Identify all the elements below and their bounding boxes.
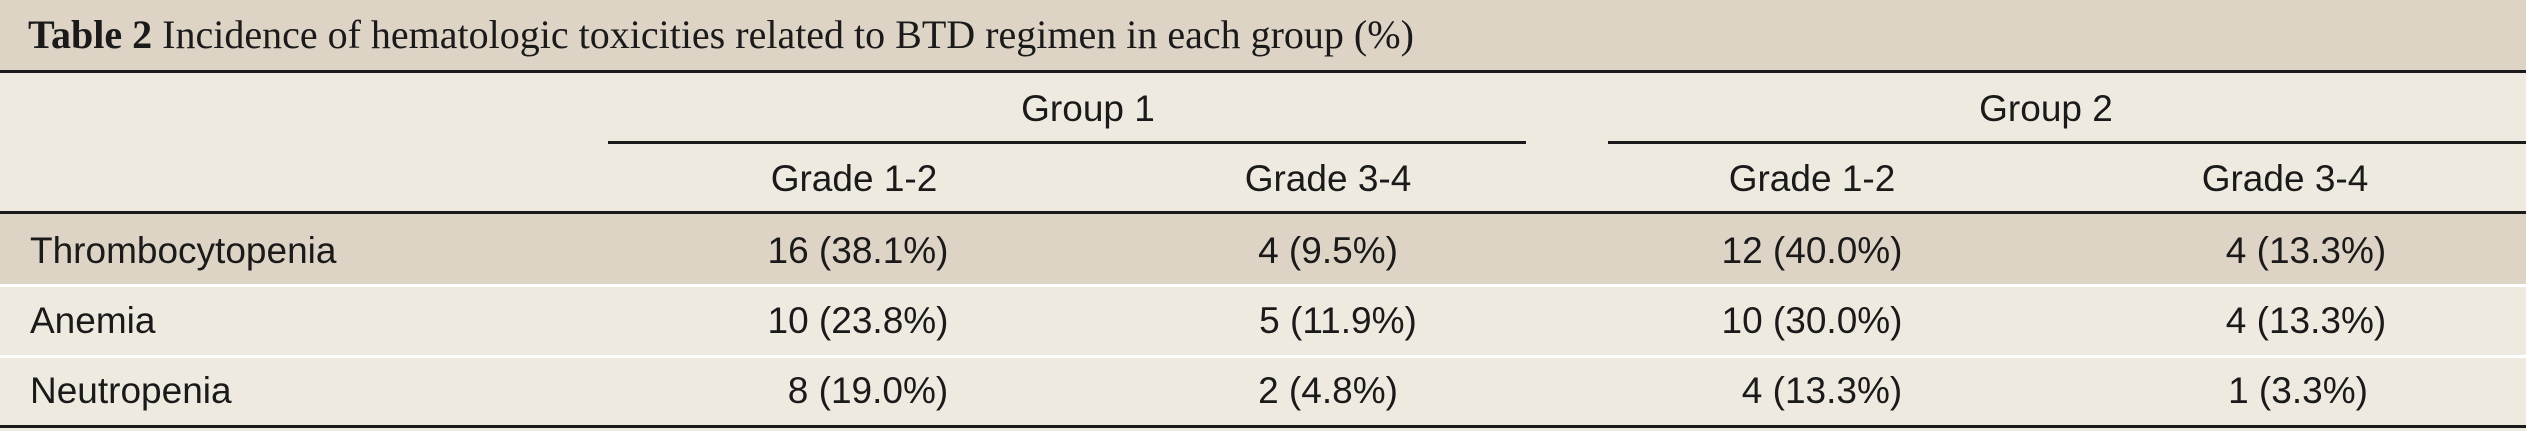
row-separator-1	[0, 284, 2526, 287]
table-cell: 4 (13.3%)	[2225, 230, 2387, 271]
table-cell: 4 (13.3%)	[2225, 300, 2387, 341]
table-cell: 10 (30.0%)	[1721, 300, 1903, 341]
row-separator-2	[0, 355, 2526, 358]
bottom-rule	[0, 425, 2526, 428]
table-cell: 16 (38.1%)	[767, 230, 949, 271]
row-label: Thrombocytopenia	[30, 230, 337, 271]
row-label: Anemia	[30, 300, 156, 341]
table-caption-text: Incidence of hematologic toxicities rela…	[162, 12, 1414, 57]
grade-header-g2-high: Grade 3-4	[2201, 158, 2369, 199]
table-cell: 8 (19.0%)	[787, 370, 949, 411]
group-header-2: Group 2	[1979, 88, 2113, 129]
row-band-3	[0, 358, 2526, 425]
row-band-2	[0, 287, 2526, 355]
grade-header-g1-low: Grade 1-2	[770, 158, 938, 199]
header-rule	[0, 211, 2526, 214]
table-caption: Table 2 Incidence of hematologic toxicit…	[0, 0, 2526, 70]
table-cell: 12 (40.0%)	[1721, 230, 1903, 271]
table-cell: 5 (11.9%)	[1259, 300, 1417, 341]
top-rule	[0, 70, 2526, 73]
row-label: Neutropenia	[30, 370, 232, 411]
table-cell: 2 (4.8%)	[1258, 370, 1398, 411]
grade-header-g1-high: Grade 3-4	[1244, 158, 1412, 199]
group-1-rule	[608, 141, 1526, 144]
group-header-1: Group 1	[1021, 88, 1155, 129]
table-cell: 10 (23.8%)	[767, 300, 949, 341]
table-cell: 4 (13.3%)	[1741, 370, 1903, 411]
row-band-1	[0, 214, 2526, 284]
table-cell: 1 (3.3%)	[2228, 370, 2368, 411]
group-2-rule	[1608, 141, 2526, 144]
table-cell: 4 (9.5%)	[1258, 230, 1398, 271]
table-caption-label: Table 2	[28, 12, 153, 57]
grade-header-g2-low: Grade 1-2	[1728, 158, 1896, 199]
